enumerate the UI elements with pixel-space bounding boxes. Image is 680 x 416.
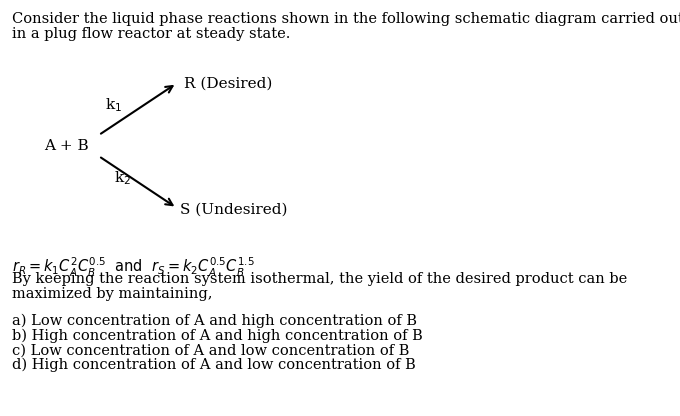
Text: k$_1$: k$_1$ [105,96,122,114]
Text: $r_R = k_1C_A^2C_B^{0.5}$  and  $r_S = k_2C_A^{0.5}C_B^{1.5}$: $r_R = k_1C_A^2C_B^{0.5}$ and $r_S = k_2… [12,256,255,279]
Text: k$_2$: k$_2$ [114,169,131,187]
Text: By keeping the reaction system isothermal, the yield of the desired product can : By keeping the reaction system isotherma… [12,272,628,287]
Text: c) Low concentration of A and low concentration of B: c) Low concentration of A and low concen… [12,343,409,357]
Text: a) Low concentration of A and high concentration of B: a) Low concentration of A and high conce… [12,314,418,329]
Text: Consider the liquid phase reactions shown in the following schematic diagram car: Consider the liquid phase reactions show… [12,12,680,26]
Text: in a plug flow reactor at steady state.: in a plug flow reactor at steady state. [12,27,290,41]
Text: maximized by maintaining,: maximized by maintaining, [12,287,213,301]
Text: S (Undesired): S (Undesired) [180,203,288,217]
Text: b) High concentration of A and high concentration of B: b) High concentration of A and high conc… [12,329,423,343]
Text: A + B: A + B [44,139,89,153]
Text: R (Desired): R (Desired) [184,76,272,90]
Text: d) High concentration of A and low concentration of B: d) High concentration of A and low conce… [12,358,416,372]
